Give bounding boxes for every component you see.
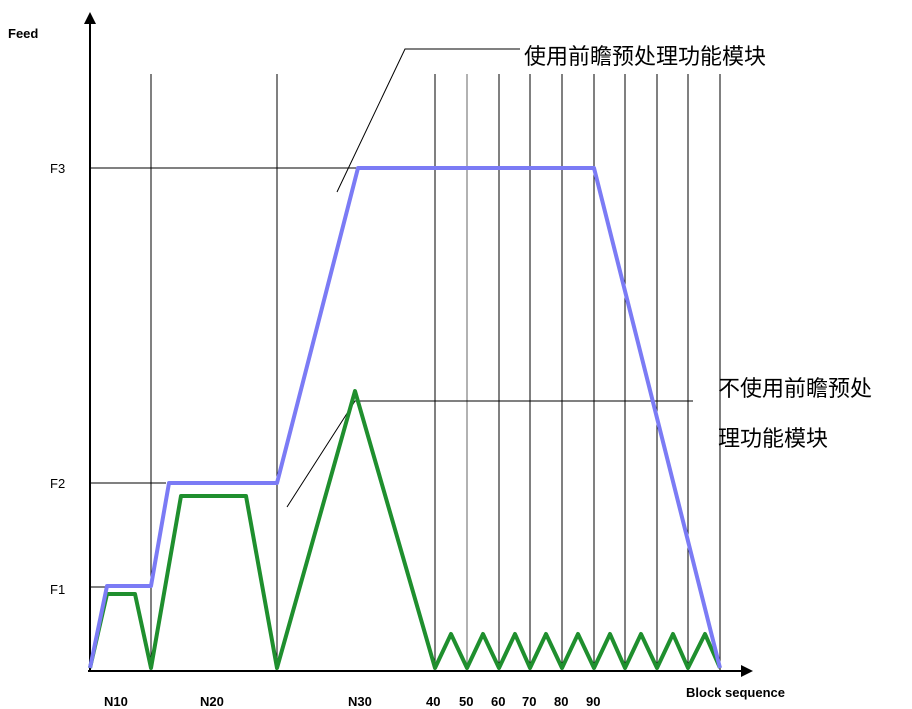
y-tick-f2: F2 xyxy=(50,476,65,491)
x-tick-90: 90 xyxy=(586,694,600,709)
y-tick-f3: F3 xyxy=(50,161,65,176)
block-boundaries xyxy=(151,74,720,671)
x-tick-60: 60 xyxy=(491,694,505,709)
annotation-with-lookahead: 使用前瞻预处理功能模块 xyxy=(524,45,766,70)
annotation-without-lookahead-line1: 不使用前瞻预处 xyxy=(718,377,872,402)
x-tick-70: 70 xyxy=(522,694,536,709)
x-tick-50: 50 xyxy=(459,694,473,709)
annotation-leaders xyxy=(287,49,693,507)
y-axis-arrow xyxy=(84,12,96,24)
x-tick-n10: N10 xyxy=(104,694,128,709)
x-axis-label: Block sequence xyxy=(686,685,785,700)
y-axis-label: Feed xyxy=(8,26,38,41)
x-tick-n30: N30 xyxy=(348,694,372,709)
x-tick-40: 40 xyxy=(426,694,440,709)
y-tick-f1: F1 xyxy=(50,582,65,597)
x-axis-arrow xyxy=(741,665,753,677)
x-tick-80: 80 xyxy=(554,694,568,709)
x-tick-n20: N20 xyxy=(200,694,224,709)
annotation-without-lookahead-line2: 理功能模块 xyxy=(718,427,828,452)
axes xyxy=(88,18,746,671)
